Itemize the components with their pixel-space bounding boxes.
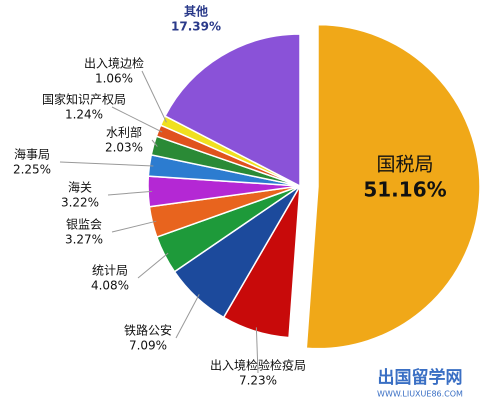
slice-label: 铁路公安	[124, 323, 172, 338]
pie-slice	[164, 33, 301, 188]
value-label: 4.08%	[91, 279, 129, 293]
value-label: 1.24%	[65, 108, 103, 122]
value-label: 7.23%	[239, 374, 277, 388]
value-label: 3.22%	[61, 196, 99, 210]
value-label: 51.16%	[363, 178, 446, 202]
value-label: 2.25%	[13, 163, 51, 177]
value-label: 1.06%	[95, 72, 133, 86]
leader-line	[59, 161, 154, 167]
slice-label: 海关	[68, 180, 92, 195]
slice-label: 统计局	[92, 264, 128, 278]
watermark-url: WWW.LIUXUE86.COM	[377, 390, 463, 399]
slice-label: 国税局	[376, 154, 433, 176]
slice-label: 出入境边检	[84, 56, 144, 71]
leader-line	[255, 327, 259, 374]
watermark-title: 出国留学网	[378, 367, 463, 388]
pie-slice	[305, 23, 481, 350]
value-label: 17.39%	[171, 20, 221, 34]
slice-label: 银监会	[66, 218, 102, 232]
leader-line	[175, 294, 200, 339]
leader-line	[141, 70, 167, 123]
slice-label: 其他	[184, 4, 208, 19]
value-label: 2.03%	[105, 141, 143, 155]
leader-line	[111, 220, 157, 233]
leader-line	[111, 106, 163, 133]
slice-label: 国家知识产权局	[42, 92, 126, 107]
slice-label: 水利部	[106, 125, 142, 140]
leader-line	[137, 252, 169, 279]
leader-line	[151, 139, 158, 147]
value-label: 7.09%	[129, 339, 167, 353]
leader-line	[107, 190, 153, 196]
slice-label: 海事局	[14, 147, 50, 162]
value-label: 3.27%	[65, 233, 103, 247]
